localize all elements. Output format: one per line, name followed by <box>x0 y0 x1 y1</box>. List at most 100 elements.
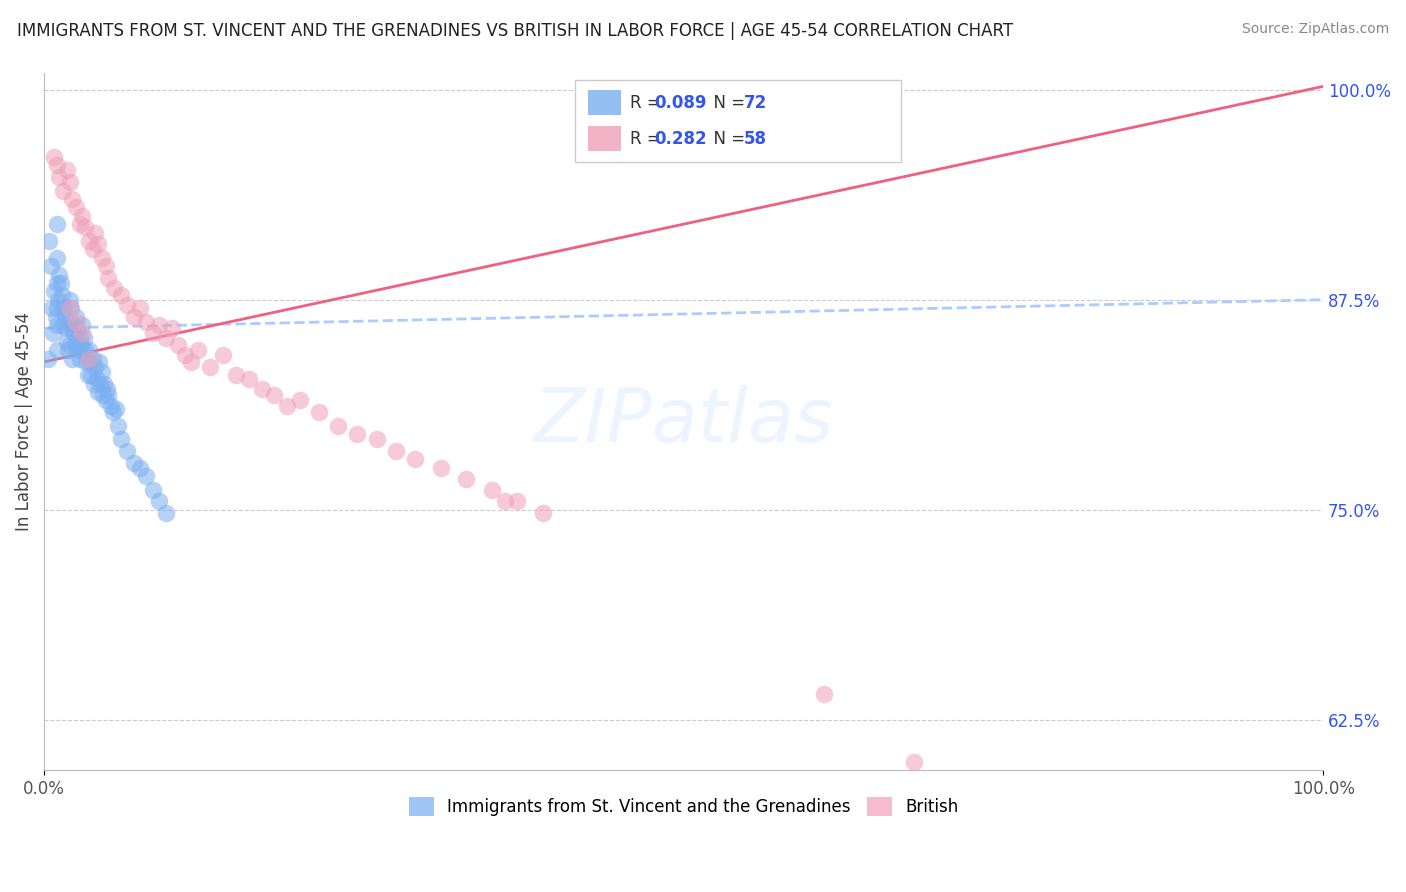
Point <box>72 326 94 341</box>
Point <box>155 331 177 345</box>
Point <box>63 338 86 352</box>
Point <box>84 226 107 240</box>
Point <box>45 251 67 265</box>
Point <box>429 460 451 475</box>
Point <box>76 368 98 383</box>
Point <box>110 432 132 446</box>
Point <box>276 399 298 413</box>
FancyBboxPatch shape <box>588 90 621 115</box>
Point <box>37 351 59 366</box>
Point <box>44 150 66 164</box>
Point <box>73 331 96 345</box>
Point <box>813 687 835 701</box>
Point <box>94 259 117 273</box>
Point <box>404 452 426 467</box>
Point <box>48 268 70 282</box>
Point <box>52 301 75 315</box>
Point <box>51 287 73 301</box>
Point <box>58 343 80 357</box>
Point <box>75 355 97 369</box>
Point <box>160 321 183 335</box>
Point <box>45 217 67 231</box>
Point <box>82 351 104 366</box>
Point <box>94 393 117 408</box>
Point <box>187 343 209 357</box>
Point <box>46 293 69 307</box>
Point <box>90 365 112 379</box>
Point <box>148 494 170 508</box>
Point <box>103 281 125 295</box>
Point <box>48 170 70 185</box>
Point <box>250 382 273 396</box>
Point <box>97 388 120 402</box>
Point <box>56 163 79 178</box>
Point <box>135 314 157 328</box>
Point <box>42 326 65 341</box>
Point <box>72 318 94 332</box>
Point <box>41 301 63 315</box>
Point <box>38 234 60 248</box>
Text: R =: R = <box>630 130 666 148</box>
Point <box>44 285 66 299</box>
Point <box>45 318 67 332</box>
Point <box>97 271 120 285</box>
Point <box>65 334 87 349</box>
Point <box>67 343 90 357</box>
Point <box>87 237 110 252</box>
Point <box>173 348 195 362</box>
Point <box>69 331 91 345</box>
Text: 58: 58 <box>744 130 766 148</box>
Point <box>288 393 311 408</box>
FancyBboxPatch shape <box>588 126 621 151</box>
Point <box>45 343 67 357</box>
Point <box>238 372 260 386</box>
Point <box>80 368 103 383</box>
Point <box>104 401 127 416</box>
Point <box>39 259 62 273</box>
Point <box>122 456 145 470</box>
Point <box>506 494 529 508</box>
Point <box>86 372 108 386</box>
Point <box>117 298 139 312</box>
Point <box>52 184 75 198</box>
Text: IMMIGRANTS FROM ST. VINCENT AND THE GRENADINES VS BRITISH IN LABOR FORCE | AGE 4: IMMIGRANTS FROM ST. VINCENT AND THE GREN… <box>17 22 1012 40</box>
Point <box>90 251 112 265</box>
Point <box>53 310 76 324</box>
Point <box>55 321 77 335</box>
Text: 0.282: 0.282 <box>654 130 707 148</box>
Point <box>59 293 82 307</box>
Point <box>308 405 330 419</box>
Point <box>142 326 165 341</box>
Point <box>56 334 79 349</box>
Point <box>52 318 75 332</box>
Point <box>531 506 554 520</box>
Point <box>110 287 132 301</box>
Point <box>180 355 202 369</box>
Point <box>135 469 157 483</box>
Point <box>212 348 235 362</box>
Text: N =: N = <box>703 94 751 112</box>
Point <box>129 460 152 475</box>
Point <box>346 427 368 442</box>
Point <box>142 483 165 497</box>
Point <box>91 388 114 402</box>
Text: Source: ZipAtlas.com: Source: ZipAtlas.com <box>1241 22 1389 37</box>
Point <box>59 314 82 328</box>
Point <box>84 359 107 374</box>
Point <box>69 351 91 366</box>
Point <box>225 368 247 383</box>
Point <box>200 359 222 374</box>
Point <box>77 343 100 357</box>
Point <box>69 217 91 231</box>
Point <box>122 310 145 324</box>
Point <box>481 483 503 497</box>
Point <box>59 301 82 315</box>
Point <box>79 355 101 369</box>
Text: ZIPatlas: ZIPatlas <box>533 385 834 458</box>
Point <box>45 276 67 290</box>
Point <box>65 314 87 328</box>
Text: N =: N = <box>703 130 751 148</box>
Point <box>73 343 96 357</box>
Point <box>45 310 67 324</box>
Point <box>903 755 925 769</box>
